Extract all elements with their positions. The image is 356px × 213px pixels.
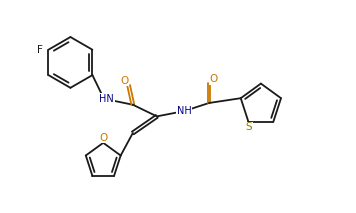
Text: O: O [210, 74, 218, 84]
Text: HN: HN [99, 94, 114, 104]
Text: S: S [246, 122, 252, 132]
Text: O: O [100, 132, 108, 142]
Text: NH: NH [177, 106, 192, 116]
Text: O: O [120, 76, 129, 86]
Text: F: F [37, 45, 43, 55]
